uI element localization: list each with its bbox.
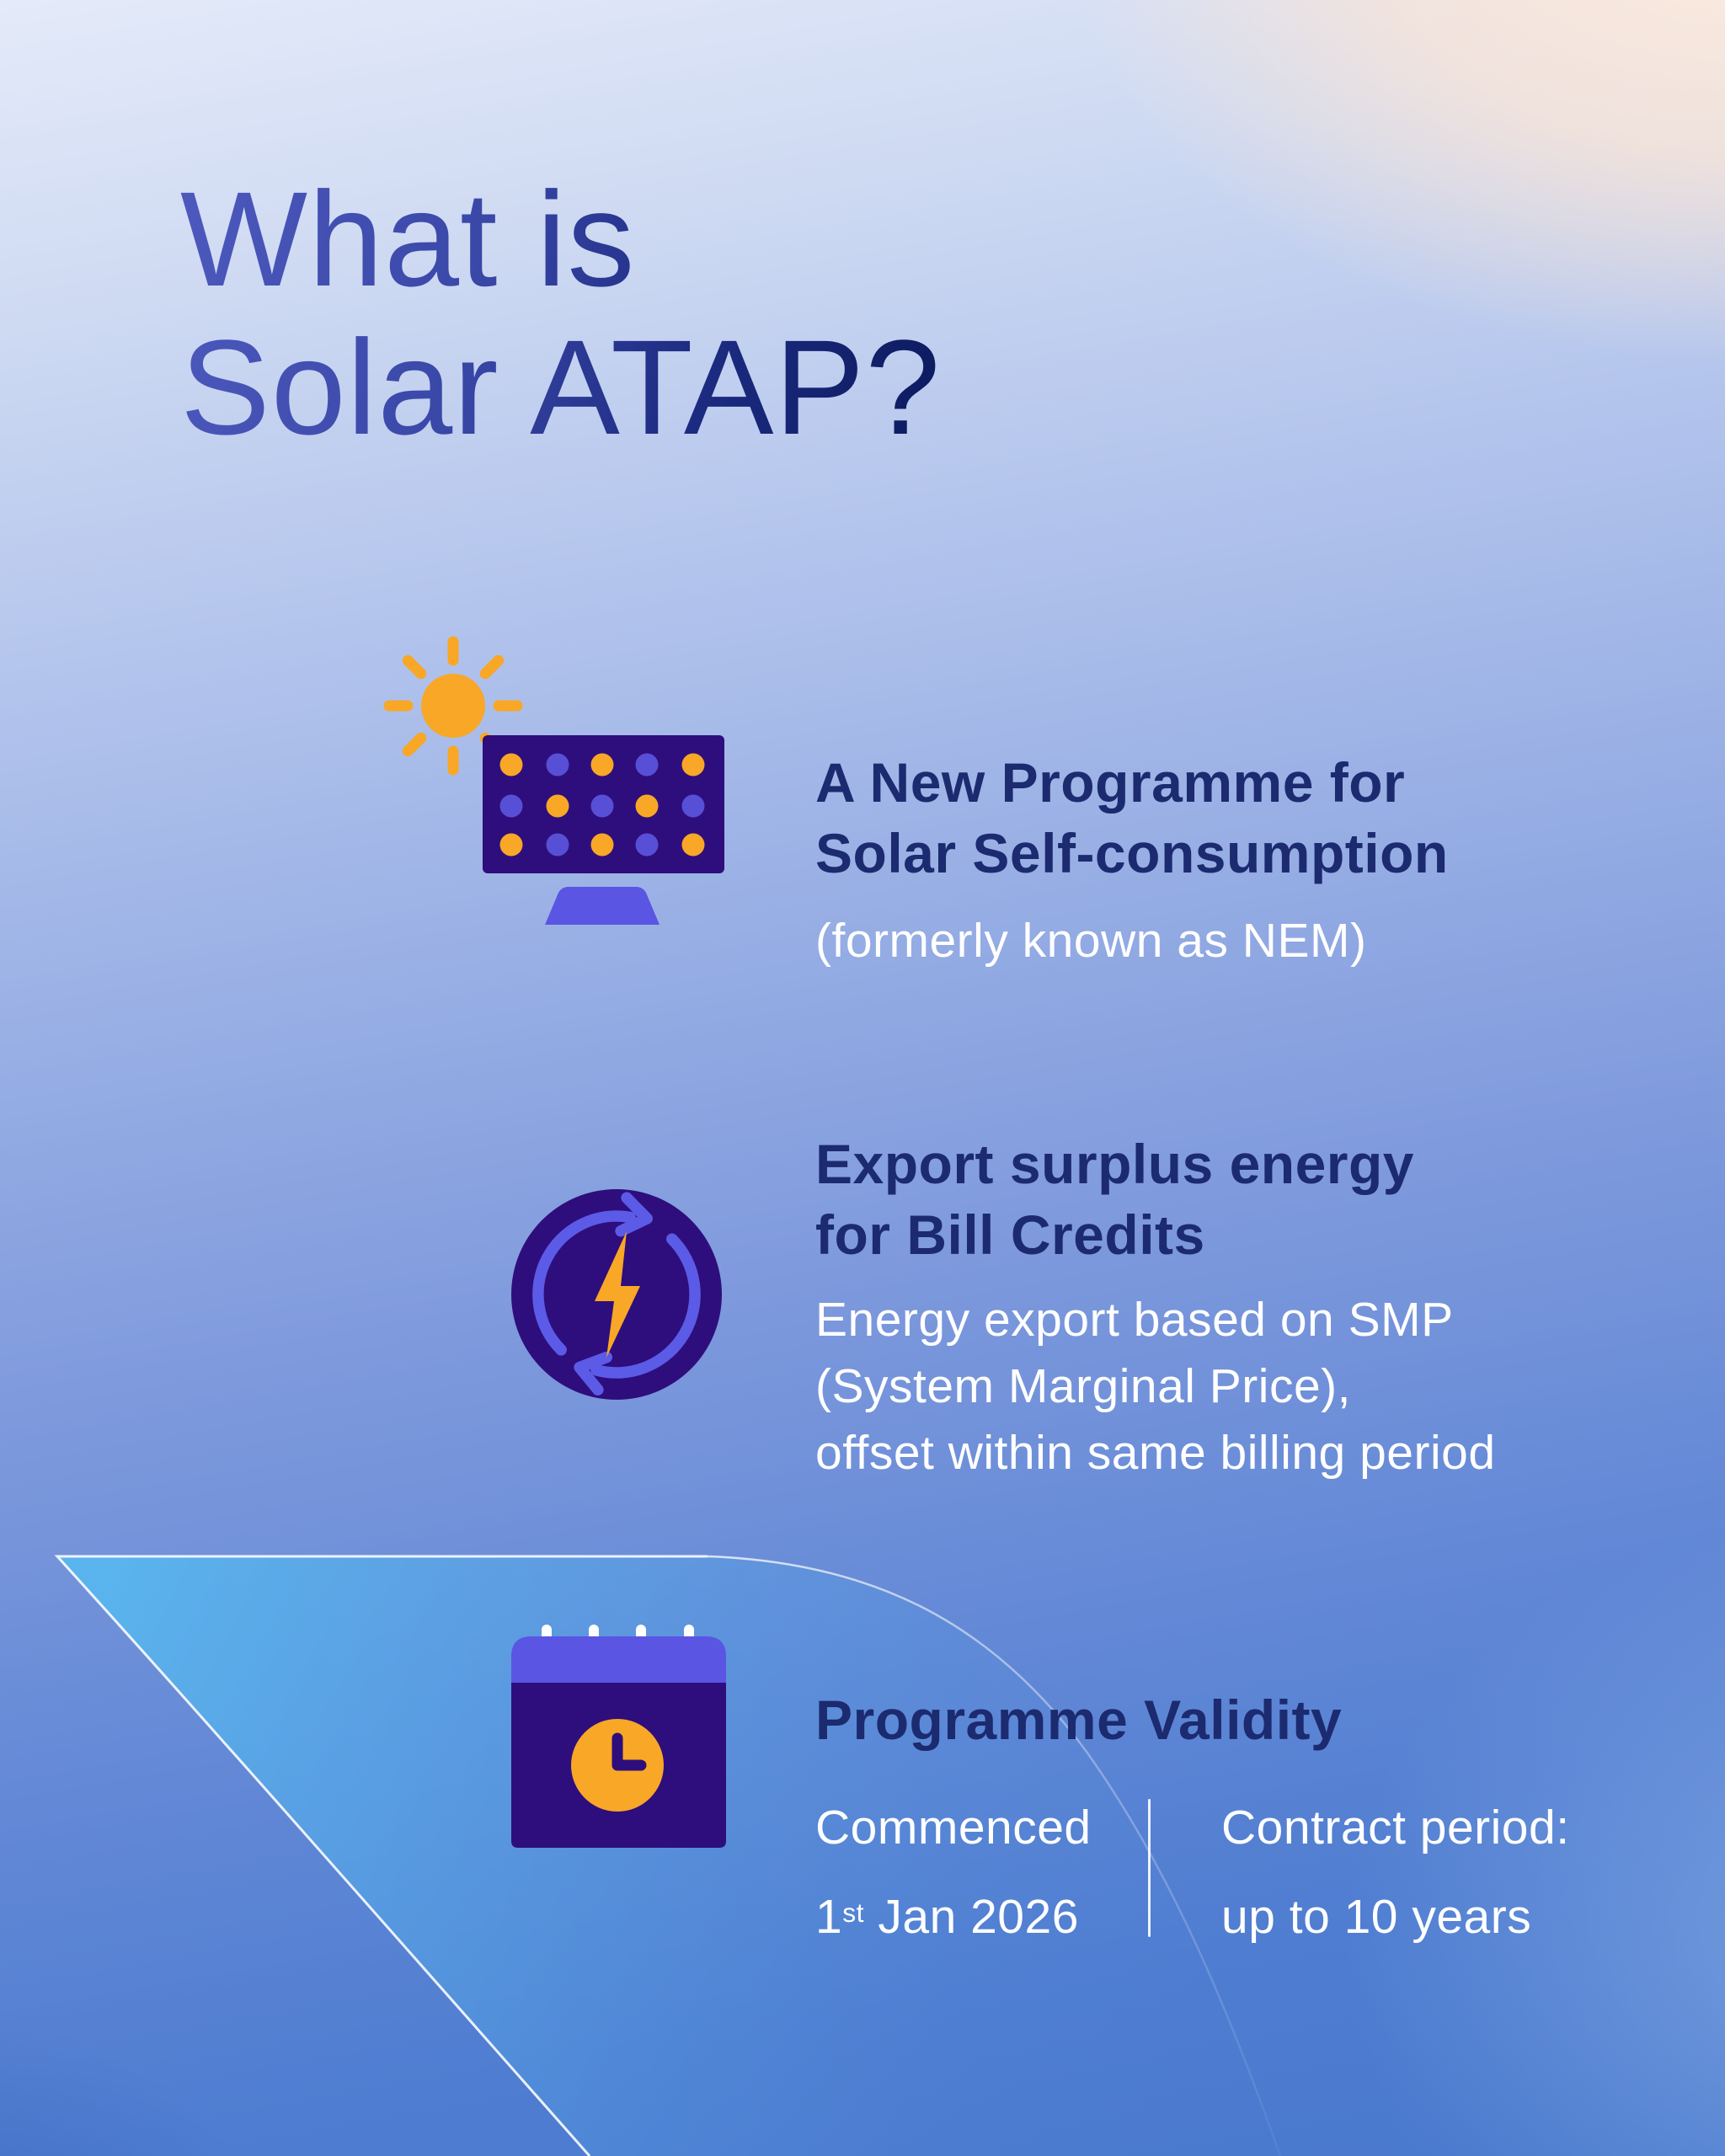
- section-2-subtext-line-2: (System Marginal Price),: [815, 1359, 1351, 1413]
- contract-value: up to 10 years: [1221, 1890, 1532, 1944]
- cycle-arrows: [532, 1192, 701, 1396]
- section-1-heading-line-2: Solar Self-consumption: [815, 822, 1449, 884]
- section-2-subtext-line-3: offset within same billing period: [815, 1426, 1496, 1480]
- commenced-date: 1st Jan 2026: [815, 1872, 1092, 1968]
- swoosh-crisp-outline: [54, 1555, 708, 2156]
- commenced-ordinal: st: [842, 1897, 865, 1928]
- contract-label: Contract period:: [1221, 1801, 1570, 1854]
- section-3-heading: Programme Validity: [815, 1689, 1343, 1751]
- section-2-subtext: Energy export based on SMP (System Margi…: [815, 1287, 1496, 1486]
- arrowhead-top: [615, 1192, 653, 1237]
- clock-hands: [611, 1732, 647, 1771]
- commenced-date-rest: Jan 2026: [864, 1890, 1079, 1944]
- page-title-line-2: Solar ATAP?: [180, 312, 942, 462]
- section-1-subtext-line-1: (formerly known as NEM): [815, 914, 1367, 968]
- section-1-heading-line-1: A New Programme for: [815, 751, 1406, 814]
- calendar-clock-icon: [511, 1625, 726, 1848]
- section-2-heading-line-1: Export surplus energy: [815, 1133, 1415, 1195]
- section-1-heading: A New Programme for Solar Self-consumpti…: [815, 747, 1449, 889]
- commenced-day: 1: [815, 1890, 843, 1944]
- swoosh-fading-outline: [707, 1555, 1282, 2156]
- page-title: What is Solar ATAP?: [180, 165, 941, 462]
- validity-divider-line: [1148, 1799, 1151, 1937]
- sun-solar-panel-icon: [383, 636, 724, 925]
- commenced-column: Commenced 1st Jan 2026: [815, 1783, 1092, 1968]
- energy-export-cycle-icon: [511, 1189, 722, 1400]
- calendar-header: [511, 1636, 726, 1685]
- section-2-heading: Export surplus energy for Bill Credits: [815, 1129, 1414, 1270]
- solar-panel-stand: [545, 887, 660, 925]
- section-1-subtext: (formerly known as NEM): [815, 908, 1366, 974]
- section-2-subtext-line-1: Energy export based on SMP: [815, 1293, 1454, 1347]
- solar-panel-cells: [499, 753, 705, 857]
- section-2-heading-line-2: for Bill Credits: [815, 1203, 1205, 1266]
- sun-disk: [421, 674, 485, 738]
- arrowhead-bottom: [574, 1351, 613, 1396]
- lightning-bolt-icon: [595, 1231, 640, 1358]
- contract-column: Contract period: up to 10 years: [1221, 1783, 1570, 1961]
- page-title-line-1: What is: [180, 163, 636, 314]
- swoosh-fill: [57, 1556, 1280, 2156]
- commenced-label: Commenced: [815, 1801, 1092, 1854]
